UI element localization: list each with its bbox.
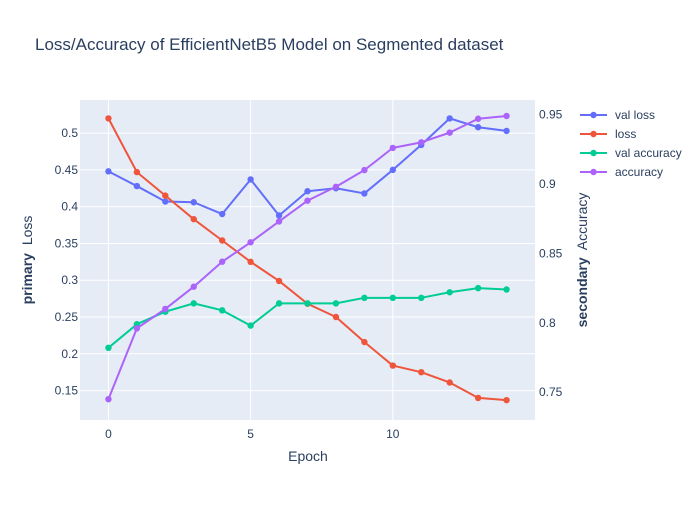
legend-marker-val-accuracy [590,149,597,157]
legend-item: loss [580,127,636,141]
y-axis-left-label-text: Loss [19,216,35,246]
data-point-accuracy [474,115,482,122]
data-point-loss [162,192,169,199]
y-axis-left-label-prefix: primary [19,253,35,305]
data-point-val-accuracy [389,294,397,302]
data-point-loss [474,394,482,402]
data-point-val-accuracy [105,344,112,352]
data-point-loss [446,379,453,386]
y-right-tick-label: 0.85 [539,246,563,260]
y-right-tick-label: 0.9 [539,177,556,191]
legend-label: val accuracy [615,146,682,160]
data-point-val-accuracy [503,286,510,293]
data-point-accuracy [275,218,283,225]
data-point-val-accuracy [218,307,226,314]
x-tick-label: 5 [247,427,254,441]
legend-marker-accuracy [590,168,597,176]
chart-title: Loss/Accuracy of EfficientNetB5 Model on… [35,35,504,54]
data-point-val-loss [361,190,368,197]
data-point-val-loss [162,198,169,205]
data-point-loss [418,368,425,376]
data-point-loss [218,237,226,244]
y-right-tick-label: 0.75 [539,385,563,399]
data-point-accuracy [247,239,254,246]
data-point-loss [389,362,397,369]
data-point-val-accuracy [418,294,425,302]
x-tick-label: 0 [105,427,112,441]
y-left-tick-label: 0.4 [61,200,78,214]
data-point-val-loss [446,115,453,122]
data-point-val-accuracy [332,300,340,307]
data-point-loss [247,258,254,266]
y-left-tick-label: 0.5 [61,126,78,140]
data-point-accuracy [218,258,226,265]
x-tick-label: 10 [386,427,400,441]
data-point-accuracy [162,305,169,313]
data-point-loss [105,115,112,122]
legend-label: loss [615,127,636,141]
data-point-accuracy [389,144,397,152]
y-axis-right-label-text: Accuracy [574,193,590,251]
legend-marker-val-loss [590,111,597,119]
data-point-val-loss [218,210,226,218]
data-point-val-loss [389,166,397,174]
data-point-val-loss [105,168,112,175]
data-point-val-accuracy [190,300,197,307]
x-axis-label: Epoch [288,448,328,464]
data-point-loss [190,215,197,223]
y-axis-left-label: primary Loss [19,216,35,305]
legend-label: val loss [615,108,655,122]
data-point-accuracy [361,166,368,174]
data-point-loss [133,168,141,176]
data-point-val-accuracy [247,322,254,329]
y-right-tick-label: 0.95 [539,108,563,122]
data-point-val-loss [247,176,254,183]
data-point-accuracy [304,197,311,204]
data-point-val-loss [133,182,141,190]
y-left-tick-label: 0.15 [55,384,79,398]
y-left-tick-label: 0.45 [55,163,79,177]
data-point-accuracy [105,395,112,403]
data-point-val-loss [474,124,482,131]
y-left-tick-label: 0.35 [55,236,79,250]
data-point-val-accuracy [361,294,368,302]
legend-marker-loss [590,130,597,138]
grid-layer [80,100,535,420]
y-left-tick-label: 0.3 [61,273,78,287]
data-point-loss [361,338,368,346]
data-point-val-loss [503,127,510,135]
data-point-val-accuracy [275,300,283,307]
legend-label: accuracy [615,165,663,179]
data-point-loss [332,313,340,321]
data-point-accuracy [446,129,453,136]
data-point-val-loss [304,188,311,195]
data-point-accuracy [332,183,340,190]
legend-item: val accuracy [580,146,682,160]
data-point-loss [275,277,283,285]
data-point-accuracy [418,139,425,146]
data-point-accuracy [190,283,197,290]
data-point-accuracy [503,112,510,120]
data-point-accuracy [133,325,141,332]
y-axis-right-label-prefix: secondary [574,257,590,327]
data-point-val-accuracy [446,289,453,296]
plot-background [80,100,535,420]
y-left-tick-label: 0.25 [55,310,79,324]
legend-item: val loss [580,108,655,122]
y-axis-right-label: secondary Accuracy [574,193,590,328]
data-point-loss [503,396,510,404]
legend-item: accuracy [580,165,663,179]
series-accuracy [105,112,510,403]
data-point-val-accuracy [304,300,311,307]
y-right-tick-label: 0.8 [539,316,556,330]
data-point-val-loss [275,212,283,219]
y-left-tick-label: 0.2 [61,347,78,361]
series-val-loss [105,115,510,219]
data-point-val-accuracy [474,284,482,292]
data-point-val-loss [190,199,197,206]
